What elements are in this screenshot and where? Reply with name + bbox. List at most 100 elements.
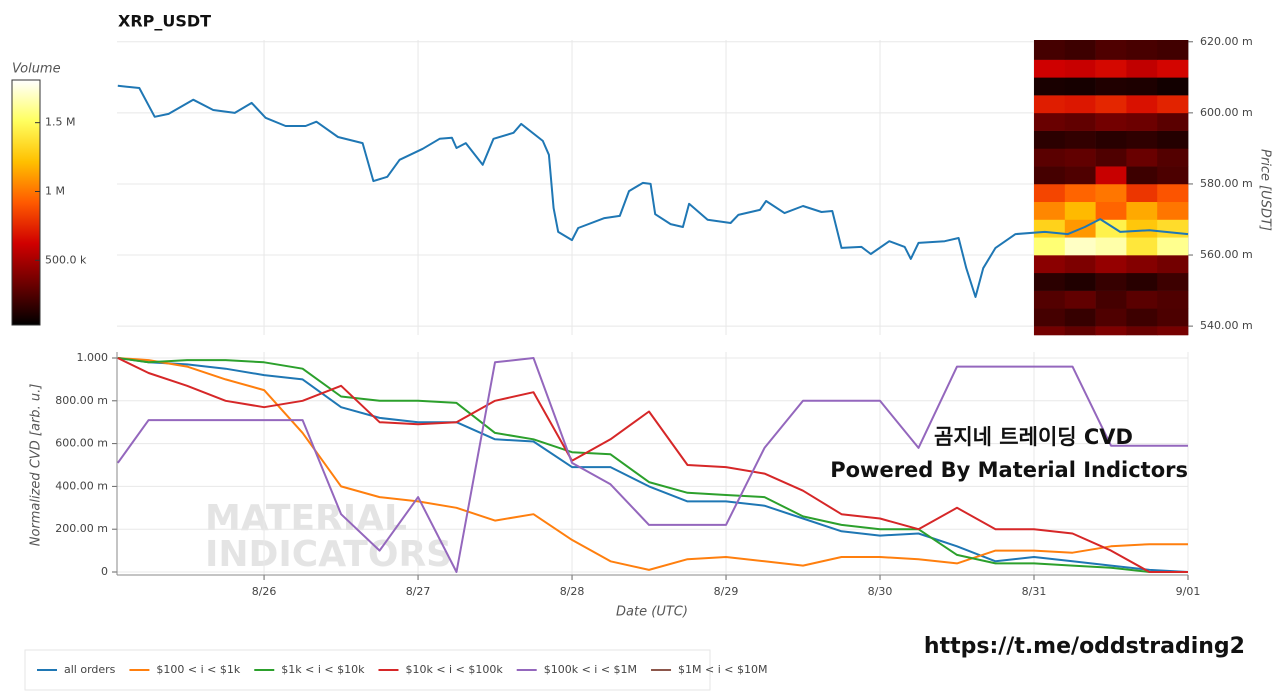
watermark: INDICATORS <box>205 534 452 575</box>
annotation: Powered By Material Indictors <box>830 458 1188 482</box>
heatmap-cell <box>1126 77 1158 96</box>
x-tick-label: 8/26 <box>252 585 277 598</box>
heatmap-cell <box>1126 183 1158 203</box>
heatmap-cell <box>1064 95 1096 114</box>
colorbar-tick-label: 1.5 M <box>45 116 75 129</box>
heatmap-cell <box>1095 308 1127 327</box>
x-tick-label: 8/30 <box>868 585 893 598</box>
y-axis-title: Price [USDT] <box>1258 149 1273 231</box>
heatmap-cell <box>1157 59 1189 78</box>
heatmap-cell <box>1034 201 1066 220</box>
heatmap-cell <box>1034 77 1066 96</box>
heatmap-cell <box>1157 95 1189 114</box>
heatmap-cell <box>1095 166 1127 185</box>
heatmap-cell <box>1034 130 1066 149</box>
legend-label: $10k < i < $100k <box>405 663 503 676</box>
heatmap-cell <box>1064 290 1096 309</box>
heatmap-cell <box>1034 326 1066 336</box>
heatmap-cell <box>1126 40 1158 60</box>
series-line <box>117 357 1188 571</box>
y-tick-label: 1.000 <box>77 351 109 364</box>
heatmap-cell <box>1034 112 1066 131</box>
heatmap-cell <box>1157 183 1189 203</box>
y-tick-label: 560.00 m <box>1200 248 1253 261</box>
heatmap-cell <box>1126 148 1158 167</box>
heatmap-cell <box>1126 201 1158 220</box>
heatmap-cell <box>1034 308 1066 327</box>
heatmap-cell <box>1157 130 1189 149</box>
heatmap-cell <box>1157 201 1189 220</box>
x-tick-label: 8/28 <box>560 585 585 598</box>
y-tick-label: 600.00 m <box>55 437 108 450</box>
heatmap-cell <box>1126 255 1158 274</box>
heatmap-cell <box>1157 166 1189 185</box>
colorbar-tick-label: 1 M <box>45 184 65 197</box>
heatmap-cell <box>1064 59 1096 78</box>
heatmap-cell <box>1064 77 1096 96</box>
heatmap-cell <box>1034 255 1066 274</box>
heatmap-cell <box>1095 130 1127 149</box>
watermark: MATERIAL <box>205 498 407 539</box>
heatmap-cell <box>1095 326 1127 336</box>
heatmap-cell <box>1157 272 1189 291</box>
heatmap-cell <box>1095 59 1127 78</box>
series-line <box>117 357 1188 573</box>
heatmap-cell <box>1095 77 1127 96</box>
y-tick-label: 580.00 m <box>1200 177 1253 190</box>
heatmap-cell <box>1126 326 1158 336</box>
x-axis-title: Date (UTC) <box>616 605 688 620</box>
legend-label: $1k < i < $10k <box>281 663 365 676</box>
heatmap-cell <box>1095 40 1127 60</box>
chart-title: XRP_USDT <box>118 12 211 31</box>
heatmap-cell <box>1126 272 1158 291</box>
y-tick-label: 620.00 m <box>1200 35 1253 48</box>
heatmap-cell <box>1034 219 1066 238</box>
layer: 540.00 m 560.00 m 580.00 m 600.00 m 620.00 m… <box>45 35 1253 336</box>
heatmap-cell <box>1126 308 1158 327</box>
heatmap-cell <box>1157 237 1189 256</box>
heatmap-cell <box>1157 219 1189 238</box>
heatmap-cell <box>1157 77 1189 96</box>
heatmap-cell <box>1095 237 1127 256</box>
legend-label: all orders <box>64 663 116 676</box>
heatmap-cell <box>1034 183 1066 203</box>
heatmap-cell <box>1157 40 1189 60</box>
heatmap-cell <box>1157 326 1189 336</box>
heatmap-cell <box>1126 130 1158 149</box>
heatmap-cell <box>1064 326 1096 336</box>
heatmap-cell <box>1034 95 1066 114</box>
heatmap-cell <box>1095 219 1127 238</box>
heatmap-cell <box>1064 272 1096 291</box>
heatmap-cell <box>1064 148 1096 167</box>
x-tick-label: 8/29 <box>714 585 739 598</box>
colorbar-tick-label: 500.0 k <box>45 253 87 266</box>
heatmap-cell <box>1095 201 1127 220</box>
heatmap-cell <box>1095 112 1127 131</box>
y-tick-label: 400.00 m <box>55 479 108 492</box>
series-line <box>117 357 1189 573</box>
x-tick-label: 8/31 <box>1022 585 1047 598</box>
heatmap-cell <box>1095 255 1127 274</box>
y-tick-label: 200.00 m <box>55 522 108 535</box>
x-tick-label: 9/01 <box>1176 585 1201 598</box>
footer-link: https://t.me/oddstrading2 <box>924 634 1245 659</box>
heatmap-cell <box>1064 308 1096 327</box>
y-tick-label: 600.00 m <box>1200 106 1253 119</box>
heatmap-cell <box>1126 112 1158 131</box>
heatmap-cell <box>1034 290 1066 309</box>
colorbar <box>11 79 41 326</box>
y-tick-label: 0 <box>101 565 108 578</box>
y-tick-label: 800.00 m <box>55 394 108 407</box>
heatmap-cell <box>1126 237 1158 256</box>
heatmap-cell <box>1095 290 1127 309</box>
heatmap-cell <box>1064 40 1096 60</box>
heatmap-cell <box>1157 308 1189 327</box>
heatmap-cell <box>1064 237 1096 256</box>
heatmap-cell <box>1064 130 1096 149</box>
y-axis-title: Normalized CVD [arb. u.] <box>29 384 44 547</box>
heatmap-cell <box>1157 112 1189 131</box>
heatmap-cell <box>1126 95 1158 114</box>
heatmap-cell <box>1064 112 1096 131</box>
colorbar-title: Volume <box>12 62 61 77</box>
heatmap-cell <box>1034 59 1066 78</box>
